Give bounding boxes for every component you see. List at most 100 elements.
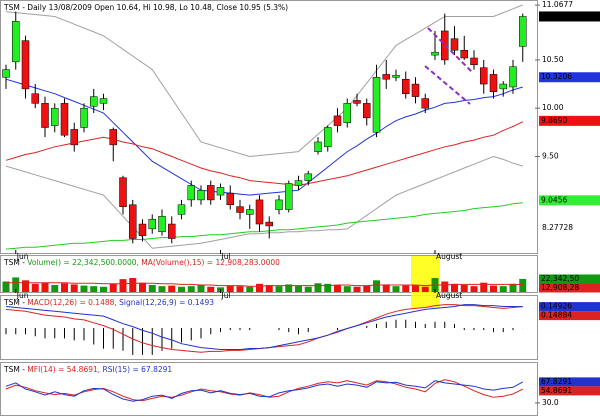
volume-bar [51, 285, 59, 292]
value-tag [539, 72, 600, 83]
volume-bar [412, 285, 419, 292]
candle-body [499, 83, 507, 90]
volume-bar [295, 285, 302, 292]
volume-bar [119, 279, 127, 292]
volume-bar [441, 281, 449, 292]
volume-bar [100, 286, 107, 292]
candle-body [470, 57, 478, 65]
volume-bar [382, 284, 390, 292]
legend-prefix: TSM - [3, 298, 25, 307]
candle-body [324, 127, 332, 148]
candle-body [41, 103, 49, 128]
value-tag-label: 9.0456 [541, 195, 567, 204]
value-tag [539, 274, 600, 284]
value-tag [539, 195, 600, 206]
y-tick-label: 9.50 [542, 151, 559, 160]
legend-entry: RSI(15) = 67.8291 [103, 365, 173, 374]
value-tag [539, 11, 600, 22]
chart-title: TSM - Daily 13/08/2009 Open 10.64, Hi 10… [3, 3, 288, 12]
volume-bar [226, 285, 234, 292]
candle-body [314, 141, 322, 152]
candle-body [138, 223, 147, 236]
legend-entry: Volume() = 22,342,500.0000, [27, 258, 139, 267]
volume-bar [246, 286, 254, 292]
volume-bar [509, 283, 517, 292]
volume-bar [392, 286, 400, 292]
volume-bar [22, 280, 29, 292]
candle-body [392, 75, 400, 78]
value-tag-label: 22,342,50 [541, 274, 579, 283]
volume-bar [373, 280, 380, 292]
candle-body [489, 74, 498, 93]
candle-body [177, 204, 186, 215]
volume-bar [256, 283, 263, 292]
candle-body [519, 16, 527, 47]
volume-bar [80, 285, 88, 292]
legend-prefix: TSM - [3, 258, 25, 267]
indicator-line [5, 202, 523, 250]
candle-body [90, 96, 98, 107]
candle-body [382, 74, 390, 80]
candle-body [70, 129, 78, 146]
candle-body [509, 66, 517, 88]
indicator-line [5, 4, 523, 158]
volume-bar [451, 283, 458, 292]
volume-bar [178, 286, 185, 292]
candle-body [333, 115, 342, 126]
candle-body [226, 192, 234, 205]
volume-bar [480, 282, 488, 292]
candle-body [216, 187, 225, 196]
volume-bar [158, 286, 166, 292]
volume-bar [490, 285, 497, 292]
candle-body [421, 98, 429, 109]
volume-bar [363, 285, 371, 292]
value-tag-label: 12,908,28 [541, 283, 579, 292]
value-tag-label: 67.8291 [541, 377, 572, 386]
x-tick-label: Jul [221, 291, 231, 300]
volume-bar [168, 285, 176, 292]
trend-line [424, 65, 471, 105]
value-tag [539, 377, 600, 387]
volume-bar [187, 286, 195, 292]
volume-bar [207, 286, 215, 292]
candle-body [353, 100, 361, 104]
legend-entry: Signal(12,26,9) = 0.1493 [119, 298, 214, 307]
candle-body [187, 185, 195, 201]
volume-bar [470, 286, 478, 292]
x-tick-label: Jun [16, 291, 29, 300]
candle-body [275, 199, 283, 210]
volume-bar [197, 285, 205, 292]
volume-bar [353, 286, 361, 292]
x-tick-label: Jun [16, 252, 29, 261]
candle-body [168, 223, 176, 239]
candle-body [158, 216, 166, 233]
value-tag [539, 283, 600, 293]
y-tick-label: 10.00 [542, 103, 564, 112]
volume-bar [275, 286, 283, 292]
indicator-line [5, 304, 523, 350]
candle-body [236, 206, 244, 213]
panel-legend: TSM - MACD(12,26) = 0.1488, Signal(12,26… [3, 298, 214, 307]
volume-bar [70, 284, 78, 292]
plot-layer: 11.0677 10.50 10.00 9.50 10.95 10.3206 9.8690 9… [2, 0, 600, 407]
y-tick-label: 11.0677 [542, 0, 573, 9]
volume-bar [285, 284, 293, 292]
candle-body [207, 185, 215, 201]
candle-body [246, 209, 254, 215]
candle-body [255, 199, 264, 225]
panel-legend: TSM - Volume() = 22,342,500.0000, MA(Vol… [3, 258, 280, 267]
panel-legend: TSM - MFI(14) = 54.8691, RSI(15) = 67.82… [3, 365, 172, 374]
volume-bar [139, 282, 146, 292]
value-tag-label: 54.8691 [541, 386, 572, 395]
candle-body [60, 103, 69, 136]
indicator-line [5, 380, 524, 402]
indicator-line [5, 121, 524, 186]
volume-bar [129, 278, 137, 292]
value-tag [539, 386, 600, 396]
candle-body [12, 21, 20, 63]
volume-bar [109, 283, 117, 292]
volume-bar [2, 281, 10, 292]
volume-bar [41, 282, 49, 292]
volume-bar [499, 286, 507, 292]
candle-body [304, 173, 312, 181]
